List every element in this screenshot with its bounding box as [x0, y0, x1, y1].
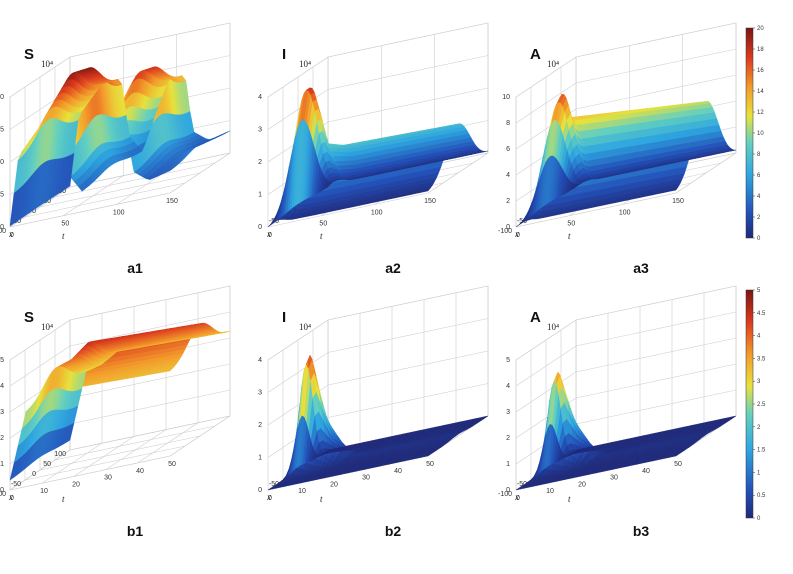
t-tick-label: 40	[136, 468, 144, 475]
z-tick-label: 2	[0, 435, 4, 442]
t-tick-label: 100	[113, 209, 125, 216]
z-tick-label: 3	[0, 409, 4, 416]
t-tick-label: 30	[362, 475, 370, 482]
z-tick-label: 10	[0, 159, 4, 166]
z-tick-label: 2	[258, 159, 262, 166]
z-tick-label: 0	[0, 224, 4, 231]
z-tick-label: 3	[258, 390, 262, 397]
z-tick-label: 2	[258, 422, 262, 429]
t-tick-label: 50	[61, 221, 69, 228]
x-tick-label: 100	[54, 451, 66, 458]
t-tick-label: 100	[371, 209, 383, 216]
z-tick-label: 4	[258, 357, 262, 364]
x-tick-label: 0	[32, 471, 36, 478]
variable-label: S	[24, 46, 34, 63]
z-tick-label: 0	[258, 487, 262, 494]
variable-label: S	[24, 309, 34, 326]
z-tick-label: 4	[0, 383, 4, 390]
z-tick-label: 1	[258, 192, 262, 199]
t-tick-label: 150	[166, 198, 178, 205]
x-gridline	[9, 97, 171, 228]
t-tick-label: 50	[168, 461, 176, 468]
t-tick-label: 40	[394, 468, 402, 475]
t-tick-label: 20	[330, 481, 338, 488]
z-tick-label: 1	[0, 461, 4, 468]
panel-label: a3	[633, 260, 649, 276]
z-tick-label: 1	[258, 455, 262, 462]
t-tick-label: 10	[298, 488, 306, 495]
t-tick-label: 150	[424, 198, 436, 205]
x-tick-label: 50	[43, 198, 51, 205]
t-tick-label: 50	[319, 221, 327, 228]
t-tick-label: 50	[567, 221, 575, 228]
z-tick-label: 3	[258, 127, 262, 134]
z-tick-label: 5	[0, 357, 4, 364]
exponent-label: 10⁴	[299, 59, 311, 69]
x-axis-label: x	[514, 229, 519, 239]
t-tick-label: 100	[619, 209, 631, 216]
t-axis-label: t	[62, 231, 65, 241]
variable-label: A	[530, 46, 541, 63]
panels-layer: 05101520050100150-100-50050100xtS10⁴a101…	[0, 22, 737, 539]
panel-label: a2	[385, 260, 401, 276]
z-tick-label: 5	[0, 192, 4, 199]
panel-label: b1	[127, 523, 144, 539]
x-gridline	[24, 87, 186, 218]
t-tick-label: 20	[72, 481, 80, 488]
exponent-label: 10⁴	[41, 59, 53, 69]
x-tick-label: 50	[43, 461, 51, 468]
z-tick-label: 20	[0, 94, 4, 101]
exponent-label: 10⁴	[547, 59, 559, 69]
z-tick-label: 10	[502, 94, 510, 101]
t-axis-label: t	[568, 231, 571, 241]
exponent-label: 10⁴	[41, 322, 53, 332]
t-axis-label: t	[320, 231, 323, 241]
x-tick-label: 0	[32, 208, 36, 215]
x-axis-label: x	[266, 492, 271, 502]
t-tick-label: 10	[40, 488, 48, 495]
x-tick-label: -100	[0, 228, 6, 235]
t-tick-label: 150	[672, 198, 684, 205]
z-tick-label: 2	[506, 198, 510, 205]
x-tick-label: -100	[498, 228, 512, 235]
panel-label: a1	[127, 260, 143, 276]
z-tick-label: 0	[258, 224, 262, 231]
z-tick-label: 4	[506, 172, 510, 179]
surface	[9, 66, 231, 227]
x-axis-label: x	[8, 229, 13, 239]
panel-a1: 05101520050100150-100-50050100xtS10⁴a1	[0, 22, 231, 276]
t-axis-label: t	[320, 494, 323, 504]
x-tick-label: -50	[11, 481, 21, 488]
z-tick-label: 15	[0, 127, 4, 134]
t-tick-label: 30	[104, 475, 112, 482]
t-axis-label: t	[62, 494, 65, 504]
t-tick-label: 0	[10, 232, 14, 239]
x-gridline	[39, 77, 201, 208]
t-tick-label: 50	[426, 461, 434, 468]
z-tick-label: 8	[506, 120, 510, 127]
x-axis-label: x	[266, 229, 271, 239]
z-tick-label: 4	[258, 94, 262, 101]
x-axis-label: x	[8, 492, 13, 502]
variable-label: I	[282, 46, 286, 63]
z-tick-label: 6	[506, 146, 510, 153]
x-tick-label: -100	[0, 491, 6, 498]
